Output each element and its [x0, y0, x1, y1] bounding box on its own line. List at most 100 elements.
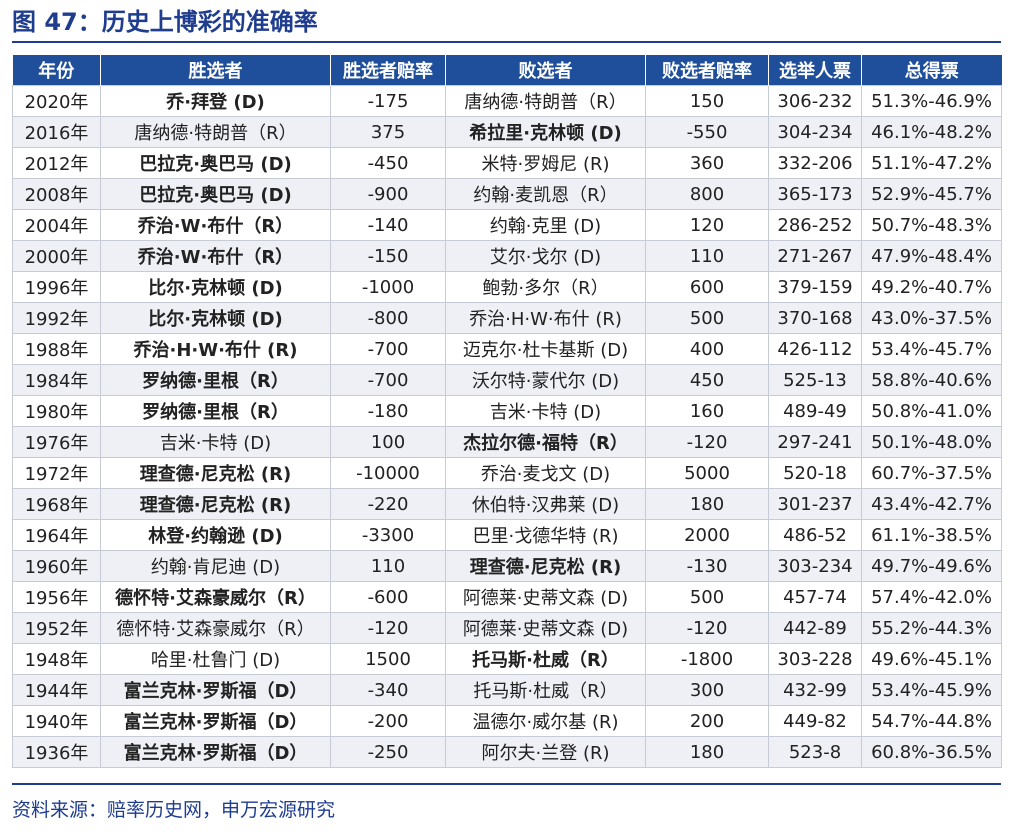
cell-popular-vote: 50.7%-48.3% — [861, 209, 1002, 241]
cell-winner-odds: -220 — [330, 488, 446, 520]
cell-winner-odds: -600 — [330, 581, 446, 613]
cell-popular-vote: 43.0%-37.5% — [861, 302, 1002, 334]
cell-year: 1948年 — [12, 643, 101, 675]
title-rule — [12, 41, 1001, 43]
cell-electoral-votes: 457-74 — [768, 581, 862, 613]
cell-popular-vote: 50.8%-41.0% — [861, 395, 1002, 427]
cell-winner: 约翰·肯尼迪 (D) — [100, 550, 331, 582]
cell-loser-odds: 200 — [645, 705, 769, 737]
header-electoral-votes: 选举人票 — [768, 55, 862, 86]
cell-loser-odds: -550 — [645, 116, 769, 148]
cell-popular-vote: 43.4%-42.7% — [861, 488, 1002, 520]
cell-year: 2004年 — [12, 209, 101, 241]
table-row: 1944年 富兰克林·罗斯福（D） -340 托马斯·杜威（R） 300 432-99 53… — [12, 674, 1002, 706]
table-row: 1984年 罗纳德·里根（R） -700 沃尔特·蒙代尔 (D) 450 525-13 58… — [12, 364, 1002, 396]
cell-popular-vote: 58.8%-40.6% — [861, 364, 1002, 396]
table-row: 1960年 约翰·肯尼迪 (D) 110 理查德·尼克松 (R) -130 303-234… — [12, 550, 1002, 582]
cell-loser-odds: 120 — [645, 209, 769, 241]
table-row: 2016年 唐纳德·特朗普（R） 375 希拉里·克林顿 (D) -550 304-234… — [12, 116, 1002, 148]
cell-year: 2016年 — [12, 116, 101, 148]
cell-winner-odds: -180 — [330, 395, 446, 427]
cell-electoral-votes: 301-237 — [768, 488, 862, 520]
cell-winner: 罗纳德·里根（R） — [100, 395, 331, 427]
odds-accuracy-table: 年份 胜选者 胜选者赔率 败选者 败选者赔率 选举人票 总得票 2020年 乔·拜… — [12, 55, 1002, 768]
cell-year: 2000年 — [12, 240, 101, 272]
cell-popular-vote: 54.7%-44.8% — [861, 705, 1002, 737]
cell-loser-odds: 800 — [645, 178, 769, 210]
cell-winner: 富兰克林·罗斯福（D） — [100, 674, 331, 706]
cell-winner: 比尔·克林顿 (D) — [100, 271, 331, 303]
cell-winner: 林登·约翰逊 (D) — [100, 519, 331, 551]
cell-winner: 富兰克林·罗斯福（D） — [100, 736, 331, 768]
table-row: 2012年 巴拉克·奥巴马 (D) -450 米特·罗姆尼 (R) 360 332-206… — [12, 147, 1002, 179]
cell-year: 1940年 — [12, 705, 101, 737]
cell-loser-odds: 500 — [645, 302, 769, 334]
cell-electoral-votes: 520-18 — [768, 457, 862, 489]
cell-year: 1976年 — [12, 426, 101, 458]
cell-winner: 比尔·克林顿 (D) — [100, 302, 331, 334]
cell-loser: 唐纳德·特朗普（R） — [445, 85, 646, 117]
cell-winner-odds: 110 — [330, 550, 446, 582]
cell-loser: 杰拉尔德·福特（R） — [445, 426, 646, 458]
cell-winner-odds: -700 — [330, 333, 446, 365]
cell-winner: 巴拉克·奥巴马 (D) — [100, 147, 331, 179]
cell-winner-odds: 1500 — [330, 643, 446, 675]
cell-loser-odds: 110 — [645, 240, 769, 272]
cell-electoral-votes: 286-252 — [768, 209, 862, 241]
cell-winner: 罗纳德·里根（R） — [100, 364, 331, 396]
cell-loser-odds: 2000 — [645, 519, 769, 551]
source-note: 资料来源：赔率历史网，申万宏源研究 — [12, 799, 336, 821]
cell-year: 1964年 — [12, 519, 101, 551]
cell-electoral-votes: 332-206 — [768, 147, 862, 179]
table-row: 1948年 哈里·杜鲁门 (D) 1500 托马斯·杜威（R） -1800 303-228… — [12, 643, 1002, 675]
cell-year: 1996年 — [12, 271, 101, 303]
cell-loser: 乔治·H·W·布什 (R) — [445, 302, 646, 334]
table-row: 1952年 德怀特·艾森豪威尔（R） -120 阿德莱·史蒂文森 (D) -120 442… — [12, 612, 1002, 644]
cell-year: 1984年 — [12, 364, 101, 396]
cell-winner-odds: -800 — [330, 302, 446, 334]
cell-winner-odds: -10000 — [330, 457, 446, 489]
cell-popular-vote: 49.2%-40.7% — [861, 271, 1002, 303]
cell-winner-odds: -175 — [330, 85, 446, 117]
cell-loser-odds: 300 — [645, 674, 769, 706]
cell-loser: 托马斯·杜威（R） — [445, 643, 646, 675]
cell-loser: 米特·罗姆尼 (R) — [445, 147, 646, 179]
table-row: 1936年 富兰克林·罗斯福（D） -250 阿尔夫·兰登 (R) 180 523-8 60… — [12, 736, 1002, 768]
cell-loser: 吉米·卡特 (D) — [445, 395, 646, 427]
cell-winner-odds: -140 — [330, 209, 446, 241]
cell-year: 1968年 — [12, 488, 101, 520]
cell-year: 1992年 — [12, 302, 101, 334]
cell-popular-vote: 61.1%-38.5% — [861, 519, 1002, 551]
bottom-rule — [12, 783, 1001, 785]
cell-winner: 吉米·卡特 (D) — [100, 426, 331, 458]
cell-winner: 乔治·H·W·布什 (R) — [100, 333, 331, 365]
cell-winner: 德怀特·艾森豪威尔（R） — [100, 612, 331, 644]
header-year: 年份 — [12, 55, 101, 86]
table-row: 1972年 理查德·尼克松 (R) -10000 乔治·麦戈文 (D) 5000 520-… — [12, 457, 1002, 489]
cell-loser-odds: 450 — [645, 364, 769, 396]
cell-loser: 阿德莱·史蒂文森 (D) — [445, 581, 646, 613]
table-row: 1996年 比尔·克林顿 (D) -1000 鲍勃·多尔（R） 600 379-159 49… — [12, 271, 1002, 303]
cell-winner-odds: -450 — [330, 147, 446, 179]
cell-popular-vote: 51.3%-46.9% — [861, 85, 1002, 117]
cell-winner: 唐纳德·特朗普（R） — [100, 116, 331, 148]
cell-electoral-votes: 306-232 — [768, 85, 862, 117]
header-loser: 败选者 — [445, 55, 646, 86]
cell-winner: 乔治·W·布什（R） — [100, 240, 331, 272]
cell-popular-vote: 52.9%-45.7% — [861, 178, 1002, 210]
cell-winner-odds: -1000 — [330, 271, 446, 303]
table-body: 2020年 乔·拜登 (D) -175 唐纳德·特朗普（R） 150 306-232 51.… — [12, 85, 1002, 768]
cell-loser: 理查德·尼克松 (R) — [445, 550, 646, 582]
cell-winner: 德怀特·艾森豪威尔（R） — [100, 581, 331, 613]
cell-loser: 迈克尔·杜卡基斯 (D) — [445, 333, 646, 365]
cell-winner-odds: -700 — [330, 364, 446, 396]
table-row: 1976年 吉米·卡特 (D) 100 杰拉尔德·福特（R） -120 297-241 50… — [12, 426, 1002, 458]
cell-loser: 乔治·麦戈文 (D) — [445, 457, 646, 489]
cell-winner: 理查德·尼克松 (R) — [100, 488, 331, 520]
cell-year: 2020年 — [12, 85, 101, 117]
cell-electoral-votes: 303-228 — [768, 643, 862, 675]
cell-popular-vote: 60.8%-36.5% — [861, 736, 1002, 768]
cell-popular-vote: 53.4%-45.9% — [861, 674, 1002, 706]
cell-loser: 巴里·戈德华特 (R) — [445, 519, 646, 551]
table-row: 2020年 乔·拜登 (D) -175 唐纳德·特朗普（R） 150 306-232 51.… — [12, 85, 1002, 117]
